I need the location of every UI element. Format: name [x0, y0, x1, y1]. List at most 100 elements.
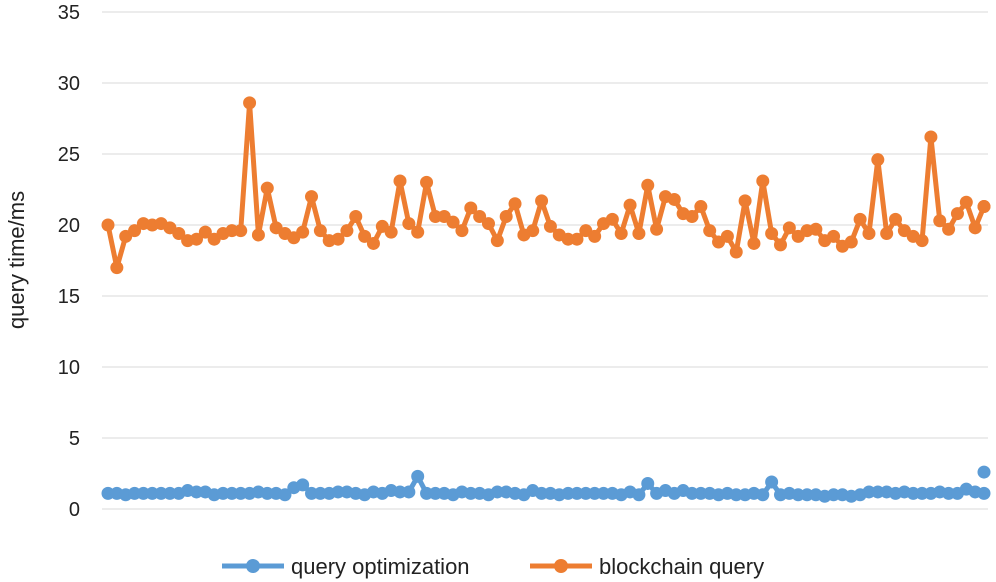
data-point	[588, 229, 602, 243]
data-point	[880, 227, 894, 241]
y-tick-label: 15	[58, 286, 80, 308]
legend-label: query optimization	[291, 554, 470, 579]
data-point	[473, 209, 487, 223]
data-point	[765, 475, 779, 489]
data-point	[172, 227, 186, 241]
data-point	[862, 227, 876, 241]
data-point	[959, 195, 973, 209]
series-blockchain-query	[101, 96, 991, 275]
data-point	[765, 227, 779, 241]
data-point	[305, 190, 319, 204]
data-point	[703, 224, 717, 238]
data-point	[296, 478, 310, 492]
data-point-last	[977, 465, 991, 479]
data-point	[331, 232, 345, 246]
data-point	[402, 217, 416, 231]
data-point	[641, 178, 655, 192]
data-point	[508, 197, 522, 211]
legend-item-blockchain-query: blockchain query	[530, 554, 764, 579]
data-point	[128, 224, 142, 238]
data-point	[738, 194, 752, 208]
series-query-optimization	[101, 465, 991, 503]
data-point	[950, 207, 964, 221]
data-point	[101, 218, 115, 232]
series-layer	[101, 96, 991, 503]
y-tick-label: 5	[69, 428, 80, 450]
data-point	[260, 181, 274, 195]
data-point	[729, 245, 743, 259]
data-point	[827, 229, 841, 243]
data-point	[490, 234, 504, 248]
legend-item-query-optimization: query optimization	[222, 554, 470, 579]
data-point	[234, 224, 248, 238]
data-point	[243, 96, 257, 110]
data-point	[650, 222, 664, 236]
data-point	[535, 194, 549, 208]
data-point	[915, 234, 929, 248]
data-point	[110, 261, 124, 275]
data-point	[968, 221, 982, 235]
data-point	[570, 232, 584, 246]
data-point	[384, 225, 398, 239]
data-point	[481, 217, 495, 231]
data-point	[614, 227, 628, 241]
y-tick-label: 30	[58, 73, 80, 95]
data-point	[632, 488, 646, 502]
data-point	[499, 209, 513, 223]
data-point	[358, 229, 372, 243]
data-point	[623, 198, 637, 212]
data-point	[720, 229, 734, 243]
data-point	[685, 209, 699, 223]
data-point	[853, 212, 867, 226]
series-line	[105, 100, 987, 271]
data-point	[526, 224, 540, 238]
data-point	[420, 175, 434, 189]
y-tick-label: 0	[69, 499, 80, 521]
data-point	[747, 236, 761, 250]
data-point	[198, 225, 212, 239]
data-point	[251, 228, 265, 242]
legend-swatch-marker	[554, 559, 568, 573]
y-tick-label: 25	[58, 144, 80, 166]
data-point	[340, 224, 354, 238]
data-point	[782, 221, 796, 235]
data-point	[411, 225, 425, 239]
y-tick-label: 35	[58, 2, 80, 24]
y-axis-tick-labels: 0 5 10 15 20 25 30 35	[58, 2, 80, 521]
data-point	[455, 224, 469, 238]
y-tick-label: 10	[58, 357, 80, 379]
data-point	[933, 214, 947, 228]
data-point	[641, 476, 655, 490]
legend: query optimization blockchain query	[222, 554, 764, 579]
data-point	[694, 200, 708, 214]
data-point-last	[977, 200, 991, 214]
data-point	[446, 215, 460, 229]
gridlines	[102, 11, 988, 510]
data-point	[844, 235, 858, 249]
data-point	[366, 236, 380, 250]
legend-label: blockchain query	[599, 554, 764, 579]
data-point	[189, 232, 203, 246]
data-point	[632, 227, 646, 241]
data-point	[543, 219, 557, 233]
data-point	[942, 222, 956, 236]
data-point	[349, 209, 363, 223]
data-point	[924, 130, 938, 144]
data-point	[977, 486, 991, 500]
data-point	[464, 201, 478, 215]
data-point	[605, 212, 619, 226]
data-point	[313, 224, 327, 238]
data-point	[278, 488, 292, 502]
legend-swatch-marker	[246, 559, 260, 573]
data-point	[773, 238, 787, 252]
data-point	[402, 485, 416, 499]
data-point	[871, 153, 885, 167]
data-point	[667, 192, 681, 206]
data-point	[756, 174, 770, 188]
y-tick-label: 20	[58, 215, 80, 237]
data-point	[756, 488, 770, 502]
data-point	[889, 212, 903, 226]
data-point	[809, 222, 823, 236]
y-axis-title: query time/ms	[4, 191, 29, 329]
